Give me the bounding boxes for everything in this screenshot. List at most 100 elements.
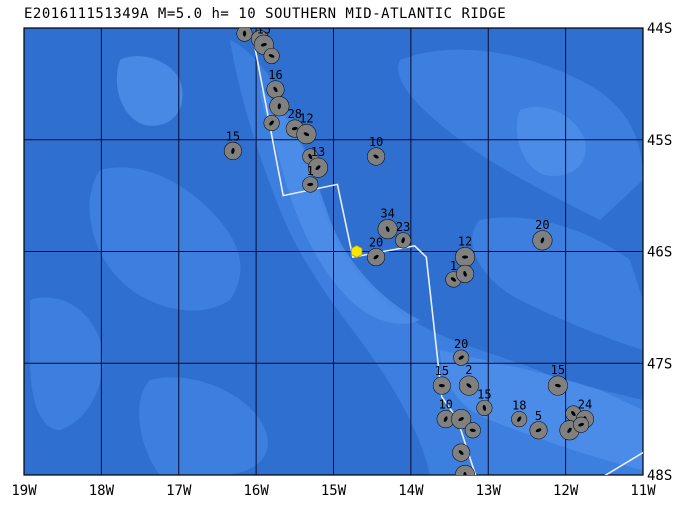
depth-label: 20 xyxy=(369,236,383,250)
focal-mechanism xyxy=(455,465,476,475)
depth-label: 34 xyxy=(380,207,394,221)
bathymetry-patch xyxy=(472,217,643,350)
map-title: E201611151349A M=5.0 h= 10 SOUTHERN MID-… xyxy=(24,6,507,22)
depth-label: 28 xyxy=(288,107,302,121)
focal-mechanism: 20 xyxy=(367,236,386,267)
focal-mechanism: 15 xyxy=(432,364,451,395)
depth-label: 23 xyxy=(396,220,410,234)
depth-label: 13 xyxy=(253,18,267,32)
bathymetry-patch-light xyxy=(260,90,420,324)
focal-mechanism: 15 xyxy=(476,387,493,416)
beachball-center-mark xyxy=(482,404,487,411)
depth-label: 2 xyxy=(465,363,472,377)
beachball-center-mark xyxy=(231,147,235,154)
focal-mechanism xyxy=(573,416,590,433)
depth-label: 1 xyxy=(450,259,457,273)
bathymetry-patch xyxy=(89,167,241,311)
beachball-center-mark xyxy=(303,132,310,137)
lon-tick-label: 12W xyxy=(553,483,579,499)
lon-tick-label: 16W xyxy=(243,483,269,499)
epicenter-marker xyxy=(351,245,363,258)
beachball-center-mark xyxy=(273,86,278,93)
beachball-center-mark xyxy=(315,165,321,171)
beachball-center-mark xyxy=(578,422,584,427)
beachball-center-mark xyxy=(469,428,476,432)
beachball-center-mark xyxy=(291,126,298,131)
focal-mechanism: 20 xyxy=(532,218,553,251)
beachball-quadrant xyxy=(455,465,475,475)
depth-label: 20 xyxy=(535,218,549,232)
beachball-quadrant xyxy=(533,230,552,244)
focal-mechanism: 12 xyxy=(296,112,317,145)
beachball-center-mark xyxy=(466,383,472,388)
focal-mechanism: 15 xyxy=(547,363,568,396)
beachball-center-mark xyxy=(260,43,267,47)
focal-mechanism: 2 xyxy=(458,363,479,396)
bathymetry-patch-light xyxy=(516,106,586,176)
beachball-quadrant xyxy=(471,422,481,438)
beachball-center-mark xyxy=(458,355,464,360)
depth-label: 10 xyxy=(369,135,383,149)
focal-mechanism: 16 xyxy=(266,68,285,99)
bathymetry-patch xyxy=(139,377,268,475)
beachball-quadrant xyxy=(456,271,474,283)
beachball-center-mark xyxy=(385,226,390,232)
focal-mechanism xyxy=(263,47,280,64)
lon-tick-label: 19W xyxy=(11,483,37,499)
beachball-quadrant xyxy=(269,96,289,108)
ridge-polyline xyxy=(251,33,643,475)
focal-mechanism: 20 xyxy=(236,28,253,42)
map-frame xyxy=(23,27,644,476)
beachball-center-mark xyxy=(458,450,464,456)
focal-mechanism: 28 xyxy=(285,107,304,138)
focal-mechanism: 18 xyxy=(511,399,528,428)
focal-mechanism: 10 xyxy=(436,398,455,429)
beachball-center-mark xyxy=(458,417,464,422)
lon-tick-label: 17W xyxy=(166,483,192,499)
focal-mechanism: 13 xyxy=(308,145,329,178)
focal-mechanism xyxy=(456,264,475,283)
beachball-center-mark xyxy=(373,254,379,260)
focal-mechanism: 12 xyxy=(455,235,476,268)
focal-mechanism: 23 xyxy=(395,220,412,249)
beachball-center-mark xyxy=(277,103,281,110)
lat-tick-label: 47S xyxy=(647,356,672,372)
beachball-center-mark xyxy=(401,237,405,244)
epicenter-layer xyxy=(351,245,363,258)
focal-mechanism: 10 xyxy=(367,135,386,166)
beachball-center-mark xyxy=(535,428,542,433)
beachball-center-mark xyxy=(463,472,467,475)
depth-label: 1 xyxy=(307,164,314,178)
beachball-center-mark xyxy=(571,410,576,417)
lat-tick-label: 45S xyxy=(647,133,672,149)
lon-tick-label: 11W xyxy=(630,483,656,499)
depth-label: 16 xyxy=(268,68,282,82)
beachball-center-mark xyxy=(373,154,379,159)
focal-mechanism xyxy=(263,114,280,131)
depth-label: 15 xyxy=(226,129,240,143)
beachball-center-mark xyxy=(540,237,545,244)
depth-label: 15 xyxy=(551,363,565,377)
depth-label: 10 xyxy=(438,398,452,412)
focal-mechanism: 5 xyxy=(529,409,548,440)
depth-label: 18 xyxy=(512,399,526,413)
lon-tick-label: 15W xyxy=(321,483,347,499)
beachball-center-mark xyxy=(567,427,572,433)
beachball-center-mark xyxy=(269,120,274,126)
beachball-quadrant xyxy=(308,176,318,192)
beachball-center-mark xyxy=(443,416,448,422)
focal-mechanism xyxy=(269,96,290,117)
depth-label: 12 xyxy=(299,112,313,126)
beachball-quadrant xyxy=(224,142,242,153)
lat-tick-label: 48S xyxy=(647,468,672,484)
graticule xyxy=(23,27,644,476)
lon-tick-label: 14W xyxy=(398,483,424,499)
depth-label: 13 xyxy=(311,145,325,159)
bathymetry-patch-light xyxy=(116,56,183,126)
beachball-quadrant xyxy=(555,376,568,396)
depth-label: 15 xyxy=(435,364,449,378)
axis-labels: 19W 18W 17W 16W 15W 14W 13W 12W 11W 44S 45S 46S 47S 4… xyxy=(11,21,672,499)
beachball-center-mark xyxy=(517,416,522,422)
beachball-center-mark xyxy=(268,54,275,58)
